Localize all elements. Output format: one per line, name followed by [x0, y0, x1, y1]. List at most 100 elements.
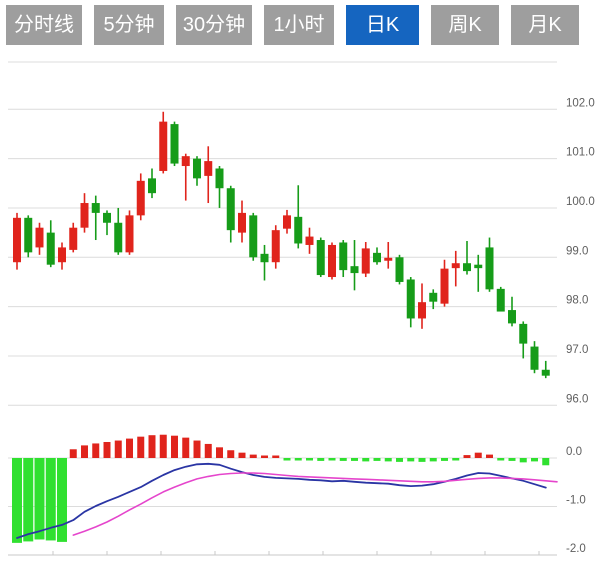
- macd-histogram-bar: [328, 458, 336, 461]
- candle-body: [530, 346, 539, 370]
- macd-histogram-bar: [12, 458, 22, 543]
- macd-histogram-bar: [474, 452, 482, 458]
- candle-body: [260, 253, 269, 263]
- price-axis-label: 96.0: [566, 393, 588, 405]
- macd-histogram-bar: [81, 445, 88, 458]
- candle-body: [226, 188, 235, 231]
- candle-body: [80, 203, 89, 228]
- macd-histogram-bar: [429, 458, 437, 462]
- macd-histogram-bar: [339, 458, 347, 461]
- candle-body: [508, 310, 516, 324]
- tab-daily-k[interactable]: 日K: [346, 5, 419, 45]
- candle-body: [125, 215, 134, 253]
- macd-histogram-bar: [531, 458, 538, 462]
- tab-monthly-k[interactable]: 月K: [511, 5, 579, 45]
- macd-histogram-bar: [159, 434, 167, 458]
- macd-histogram-bar: [249, 454, 257, 458]
- price-axis-label: 101.0: [566, 147, 595, 159]
- macd-histogram-bar: [441, 458, 448, 461]
- macd-axis-label: -2.0: [566, 543, 586, 555]
- price-axis-label: 100.0: [566, 196, 595, 208]
- candle-body: [294, 216, 303, 244]
- candle-body: [69, 227, 78, 250]
- candle-body: [541, 369, 550, 376]
- candle-body: [519, 323, 528, 344]
- macd-histogram-bar: [103, 441, 111, 458]
- macd-histogram-bar: [92, 443, 100, 458]
- macd-histogram-bar: [508, 458, 516, 461]
- macd-histogram-bar: [137, 436, 145, 458]
- macd-histogram-bar: [272, 455, 280, 458]
- candle-body: [429, 292, 438, 302]
- candle-body: [283, 215, 291, 229]
- price-axis-label: 97.0: [566, 344, 588, 356]
- candle-body: [485, 247, 494, 290]
- macd-histogram-bar: [463, 455, 471, 458]
- macd-histogram-bar: [126, 438, 133, 458]
- price-axis-label: 98.0: [566, 295, 588, 307]
- candle-body: [406, 279, 415, 319]
- candle-body: [193, 158, 201, 179]
- tab-1hour[interactable]: 1小时: [264, 5, 334, 45]
- candle-body: [13, 217, 21, 263]
- candle-body: [159, 121, 168, 171]
- candle-body: [249, 215, 258, 258]
- macd-histogram-bar: [306, 458, 313, 461]
- candle-body: [451, 263, 460, 269]
- candle-body: [361, 248, 370, 274]
- candle-body: [58, 247, 66, 263]
- macd-histogram-bar: [542, 458, 550, 466]
- macd-histogram-bar: [497, 458, 505, 461]
- candle-body: [373, 252, 381, 263]
- macd-histogram-bar: [34, 458, 45, 540]
- candle-body: [91, 203, 100, 213]
- macd-histogram-bar: [193, 440, 201, 458]
- macd-histogram-bar: [261, 455, 268, 458]
- tab-5min[interactable]: 5分钟: [94, 5, 164, 45]
- candle-body: [215, 168, 224, 189]
- candle-body: [463, 263, 471, 272]
- macd-histogram-bar: [114, 440, 122, 458]
- dif-line: [16, 462, 547, 539]
- macd-histogram-bar: [45, 458, 56, 541]
- price-axis-label: 99.0: [566, 245, 588, 257]
- candle-body: [496, 288, 505, 312]
- candle-body: [474, 264, 483, 269]
- macd-axis-label: -1.0: [566, 495, 586, 507]
- candle-body: [136, 180, 145, 216]
- candle-body: [350, 266, 359, 274]
- macd-histogram-bar: [57, 458, 67, 542]
- candle-body: [328, 244, 336, 278]
- price-axis-label: 102.0: [566, 97, 595, 109]
- candle-body: [316, 240, 325, 276]
- macd-histogram-bar: [23, 458, 34, 542]
- candle-body: [384, 257, 393, 261]
- tab-weekly-k[interactable]: 周K: [431, 5, 499, 45]
- macd-histogram-bar: [351, 458, 358, 461]
- candle-body: [271, 230, 280, 263]
- macd-histogram-bar: [519, 458, 527, 463]
- macd-histogram-bar: [216, 447, 223, 458]
- macd-histogram-bar: [171, 435, 178, 458]
- period-toolbar: 分时线 5分钟 30分钟 1小时 日K 周K 月K: [6, 5, 591, 45]
- macd-histogram-bar: [396, 458, 403, 462]
- macd-histogram-bar: [373, 458, 381, 461]
- tab-30min[interactable]: 30分钟: [176, 5, 252, 45]
- macd-histogram-bar: [486, 454, 493, 458]
- tab-timeline[interactable]: 分时线: [6, 5, 82, 45]
- candle-body: [440, 268, 449, 304]
- candle-body: [170, 124, 179, 164]
- macd-histogram-bar: [407, 458, 415, 462]
- candle-body: [114, 222, 123, 253]
- macd-histogram-bar: [204, 443, 212, 458]
- macd-histogram-bar: [283, 458, 291, 461]
- macd-histogram-bar: [148, 435, 156, 458]
- dea-line: [72, 472, 558, 536]
- candle-body: [305, 236, 314, 245]
- candle-body: [46, 232, 55, 265]
- candle-body: [35, 227, 44, 248]
- macd-histogram-bar: [384, 458, 392, 462]
- macd-histogram-bar: [418, 458, 426, 462]
